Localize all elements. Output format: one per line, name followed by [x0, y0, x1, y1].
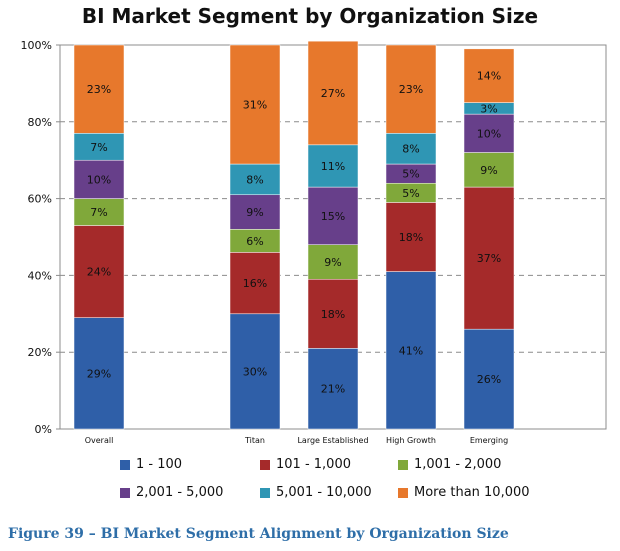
data-label: 14% — [477, 70, 501, 83]
legend-swatch — [398, 487, 408, 498]
data-label: 37% — [477, 252, 501, 265]
y-tick-label: 100% — [21, 39, 52, 52]
data-label: 6% — [246, 235, 263, 248]
bar-segment — [307, 144, 359, 188]
legend-label: 2,001 - 5,000 — [136, 485, 224, 500]
y-tick-label: 60% — [28, 193, 52, 206]
data-label: 10% — [477, 127, 501, 140]
data-label: 11% — [321, 160, 345, 173]
bar-segment — [307, 244, 359, 280]
figure-caption: Figure 39 – BI Market Segment Alignment … — [8, 526, 509, 542]
bar-segment — [385, 202, 437, 272]
x-tick-label: High Growth — [386, 436, 436, 445]
data-label: 27% — [321, 87, 345, 100]
bar-segment — [229, 252, 281, 315]
data-label: 15% — [321, 210, 345, 223]
data-label: 30% — [243, 365, 267, 378]
legend-item-5001-10000: 5,001 - 10,000 — [260, 485, 372, 500]
bar-segment — [307, 186, 359, 245]
bar-segment — [73, 44, 125, 134]
bar-segment — [73, 133, 125, 161]
data-label: 10% — [87, 173, 111, 186]
legend-item-101-1000: 101 - 1,000 — [260, 457, 351, 472]
bar-segment — [73, 317, 125, 430]
legend-label: More than 10,000 — [414, 485, 530, 500]
legend-swatch — [398, 459, 408, 470]
data-label: 26% — [477, 373, 501, 386]
bar-segment — [307, 40, 359, 146]
data-label: 29% — [87, 367, 111, 380]
bar-segment — [73, 225, 125, 318]
legend-swatch — [260, 487, 270, 498]
bar-segment — [229, 313, 281, 430]
data-label: 23% — [87, 83, 111, 96]
bar-segment — [307, 278, 359, 349]
x-tick-label: Overall — [85, 436, 114, 445]
chart-title: BI Market Segment by Organization Size — [81, 4, 539, 28]
data-label: 3% — [480, 102, 497, 115]
data-label: 31% — [243, 99, 267, 112]
data-label: 8% — [402, 143, 419, 156]
data-label: 21% — [321, 383, 345, 396]
x-tick-label: Large Established — [297, 436, 368, 445]
legend-label: 101 - 1,000 — [276, 457, 351, 472]
y-tick-label: 0% — [35, 423, 52, 436]
data-label: 18% — [321, 308, 345, 321]
data-label: 24% — [87, 266, 111, 279]
legend-item-more-than-10000: More than 10,000 — [398, 485, 530, 500]
bar-segment — [463, 186, 515, 330]
data-label: 5% — [402, 187, 419, 200]
bar-segment — [463, 113, 515, 153]
data-label: 5% — [402, 168, 419, 181]
legend-swatch — [120, 487, 130, 498]
data-label: 7% — [90, 206, 107, 219]
data-label: 41% — [399, 344, 423, 357]
data-label: 23% — [399, 83, 423, 96]
legend-item-2001-5000: 2,001 - 5,000 — [120, 485, 223, 500]
data-label: 9% — [246, 206, 263, 219]
bar-segment — [385, 133, 437, 165]
bar-segment — [229, 44, 281, 165]
data-label: 8% — [246, 173, 263, 186]
y-tick-label: 20% — [28, 346, 52, 359]
x-tick-label: Emerging — [470, 436, 508, 445]
data-label: 16% — [243, 277, 267, 290]
legend-swatch — [120, 459, 130, 470]
bar-segment — [229, 194, 281, 230]
bar-segment — [463, 152, 515, 188]
y-tick-label: 40% — [28, 269, 52, 282]
bar-segment — [463, 48, 515, 103]
bar-segment — [385, 271, 437, 430]
data-label: 9% — [480, 164, 497, 177]
bar-segment — [463, 328, 515, 430]
legend-label: 5,001 - 10,000 — [276, 485, 372, 500]
data-label: 9% — [324, 256, 341, 269]
legend-label: 1,001 - 2,000 — [414, 457, 502, 472]
bar-segment — [385, 44, 437, 134]
legend-swatch — [260, 459, 270, 470]
bar-segment — [73, 198, 125, 226]
stacked-bar-chart: 0% 20% 40% 60% 80% 100% 29% 24% 7% 10% 7% 23% Overal… — [21, 39, 607, 445]
bar-segment — [229, 163, 281, 196]
legend-item-1-100: 1 - 100 — [120, 457, 182, 472]
data-label: 18% — [399, 231, 423, 244]
bar-segment — [307, 348, 359, 430]
legend-item-1001-2000: 1,001 - 2,000 — [398, 457, 501, 472]
x-tick-label: Titan — [244, 436, 265, 445]
data-label: 7% — [90, 141, 107, 154]
bar-segment — [73, 159, 125, 199]
y-tick-label: 80% — [28, 116, 52, 129]
legend-label: 1 - 100 — [136, 457, 183, 472]
